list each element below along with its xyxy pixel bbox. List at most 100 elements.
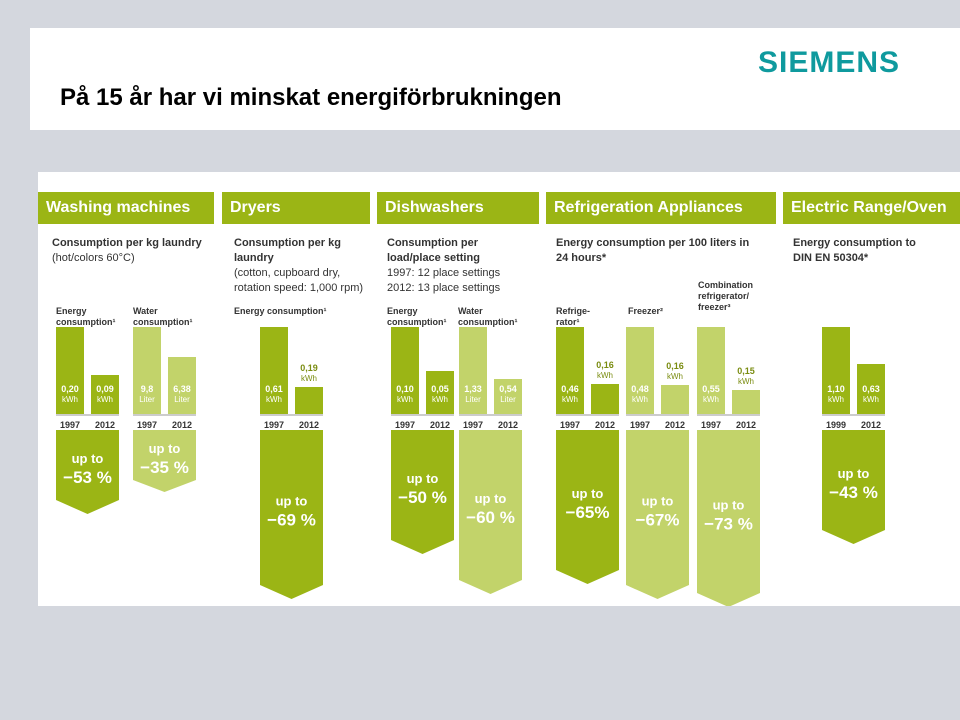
bar-0-0 bbox=[56, 327, 84, 414]
bar-8-0 bbox=[822, 327, 850, 414]
reduction-prefix-6: up to bbox=[642, 494, 674, 509]
reduction-value-2: −69 % bbox=[267, 511, 316, 530]
year-label-2-1: 2012 bbox=[299, 420, 319, 430]
value-label-0-0: 0,20 bbox=[61, 384, 79, 394]
value-label-6-1: 0,16 bbox=[666, 361, 684, 371]
reduction-prefix-5: up to bbox=[572, 486, 604, 501]
bar-4-0 bbox=[459, 327, 487, 414]
dryers-desc-line: (cotton, cupboard dry, bbox=[234, 267, 341, 279]
year-label-7-1: 2012 bbox=[736, 420, 756, 430]
reduction-prefix-4: up to bbox=[475, 491, 507, 506]
section-header-dishwashers: Dishwashers bbox=[377, 192, 539, 224]
range-oven-description: Energy consumption to DIN EN 50304* bbox=[793, 236, 933, 266]
metric-label-dishwashers-energy: Energy consumption¹ bbox=[387, 306, 447, 327]
section-header-refrigeration: Refrigeration Appliances bbox=[546, 192, 776, 224]
year-label-8-0: 1999 bbox=[826, 420, 846, 430]
unit-label-2-1: kWh bbox=[301, 374, 317, 383]
bar-5-1 bbox=[591, 384, 619, 414]
year-label-0-0: 1997 bbox=[60, 420, 80, 430]
unit-label-4-0: Liter bbox=[465, 395, 481, 404]
dishwashers-description: Consumption per load/place setting 1997:… bbox=[387, 236, 532, 296]
year-label-3-0: 1997 bbox=[395, 420, 415, 430]
year-label-6-0: 1997 bbox=[630, 420, 650, 430]
reduction-value-1: −35 % bbox=[140, 458, 189, 477]
year-label-0-1: 2012 bbox=[95, 420, 115, 430]
reduction-arrow-8 bbox=[822, 430, 885, 544]
reduction-value-6: −67% bbox=[636, 511, 680, 530]
dishwashers-desc-line: 2012: 13 place settings bbox=[387, 282, 501, 294]
reduction-prefix-1: up to bbox=[149, 441, 181, 456]
washing-desc-title: Consumption per kg laundry bbox=[52, 237, 202, 249]
metric-label-freezer: Freezer² bbox=[628, 306, 664, 316]
year-label-1-0: 1997 bbox=[137, 420, 157, 430]
reduction-arrow-0 bbox=[56, 430, 119, 514]
year-label-2-0: 1997 bbox=[264, 420, 284, 430]
value-label-8-1: 0,63 bbox=[862, 384, 880, 394]
unit-label-3-0: kWh bbox=[397, 395, 413, 404]
reduction-value-7: −73 % bbox=[704, 515, 753, 534]
reduction-arrow-3 bbox=[391, 430, 454, 554]
unit-label-5-1: kWh bbox=[597, 371, 613, 380]
metric-label-combination: Combination refrigerator/ freezer³ bbox=[698, 280, 753, 312]
bar-6-0 bbox=[626, 327, 654, 414]
reduction-prefix-3: up to bbox=[407, 471, 439, 486]
unit-label-0-1: kWh bbox=[97, 395, 113, 404]
reduction-arrow-4 bbox=[459, 430, 522, 594]
dryers-desc-title: Consumption per kg laundry bbox=[234, 237, 341, 264]
bar-2-0 bbox=[260, 327, 288, 414]
slide-header bbox=[30, 28, 960, 130]
bar-2-1 bbox=[295, 387, 323, 414]
year-label-5-1: 2012 bbox=[595, 420, 615, 430]
value-label-5-1: 0,16 bbox=[596, 360, 614, 370]
metric-label-refrigerator: Refrige-rator¹ bbox=[556, 306, 591, 327]
reduction-value-3: −50 % bbox=[398, 488, 447, 507]
reduction-prefix-7: up to bbox=[713, 498, 745, 513]
bar-7-1 bbox=[732, 390, 760, 414]
bar-4-1 bbox=[494, 379, 522, 414]
unit-label-2-0: kWh bbox=[266, 395, 282, 404]
section-header-dryers: Dryers bbox=[222, 192, 370, 224]
section-header-washing-machines: Washing machines bbox=[38, 192, 214, 224]
unit-label-8-0: kWh bbox=[828, 395, 844, 404]
reduction-value-5: −65% bbox=[566, 503, 610, 522]
metric-label-washing-water: Water consumption¹ bbox=[133, 306, 193, 327]
year-label-4-1: 2012 bbox=[498, 420, 518, 430]
infographic: Washing machines Dryers Dishwashers Refr… bbox=[38, 172, 960, 606]
bar-0-1 bbox=[91, 375, 119, 414]
reduction-arrow-7 bbox=[697, 430, 760, 606]
bar-8-1 bbox=[857, 364, 885, 414]
value-label-5-0: 0,46 bbox=[561, 384, 579, 394]
section-header-range-oven: Electric Range/Oven bbox=[783, 192, 960, 224]
unit-label-7-1: kWh bbox=[738, 377, 754, 386]
value-label-7-0: 0,55 bbox=[702, 384, 720, 394]
reduction-prefix-8: up to bbox=[838, 466, 870, 481]
year-label-1-1: 2012 bbox=[172, 420, 192, 430]
metric-label-dryers-energy: Energy consumption¹ bbox=[234, 306, 327, 316]
year-label-5-0: 1997 bbox=[560, 420, 580, 430]
year-label-8-1: 2012 bbox=[861, 420, 881, 430]
unit-label-5-0: kWh bbox=[562, 395, 578, 404]
value-label-7-1: 0,15 bbox=[737, 366, 755, 376]
refrigeration-description: Energy consumption per 100 liters in 24 … bbox=[556, 236, 756, 266]
value-label-2-1: 0,19 bbox=[300, 363, 318, 373]
unit-label-4-1: Liter bbox=[500, 395, 516, 404]
value-label-3-0: 0,10 bbox=[396, 384, 414, 394]
bar-1-1 bbox=[168, 357, 196, 414]
reduction-prefix-0: up to bbox=[72, 451, 104, 466]
dishwashers-desc-title: Consumption per load/place setting bbox=[387, 237, 480, 264]
value-label-8-0: 1,10 bbox=[827, 384, 845, 394]
reduction-arrow-6 bbox=[626, 430, 689, 599]
siemens-logo: SIEMENS bbox=[758, 46, 901, 79]
unit-label-3-1: kWh bbox=[432, 395, 448, 404]
dishwashers-desc-line: 1997: 12 place settings bbox=[387, 267, 501, 279]
metric-label-dishwashers-water: Water consumption¹ bbox=[458, 306, 518, 327]
unit-label-0-0: kWh bbox=[62, 395, 78, 404]
bar-3-0 bbox=[391, 327, 419, 414]
value-label-4-0: 1,33 bbox=[464, 384, 482, 394]
year-label-4-0: 1997 bbox=[463, 420, 483, 430]
washing-desc-line: (hot/colors 60°C) bbox=[52, 252, 135, 264]
value-label-6-0: 0,48 bbox=[631, 384, 649, 394]
bar-3-1 bbox=[426, 371, 454, 414]
value-label-4-1: 0,54 bbox=[499, 384, 517, 394]
